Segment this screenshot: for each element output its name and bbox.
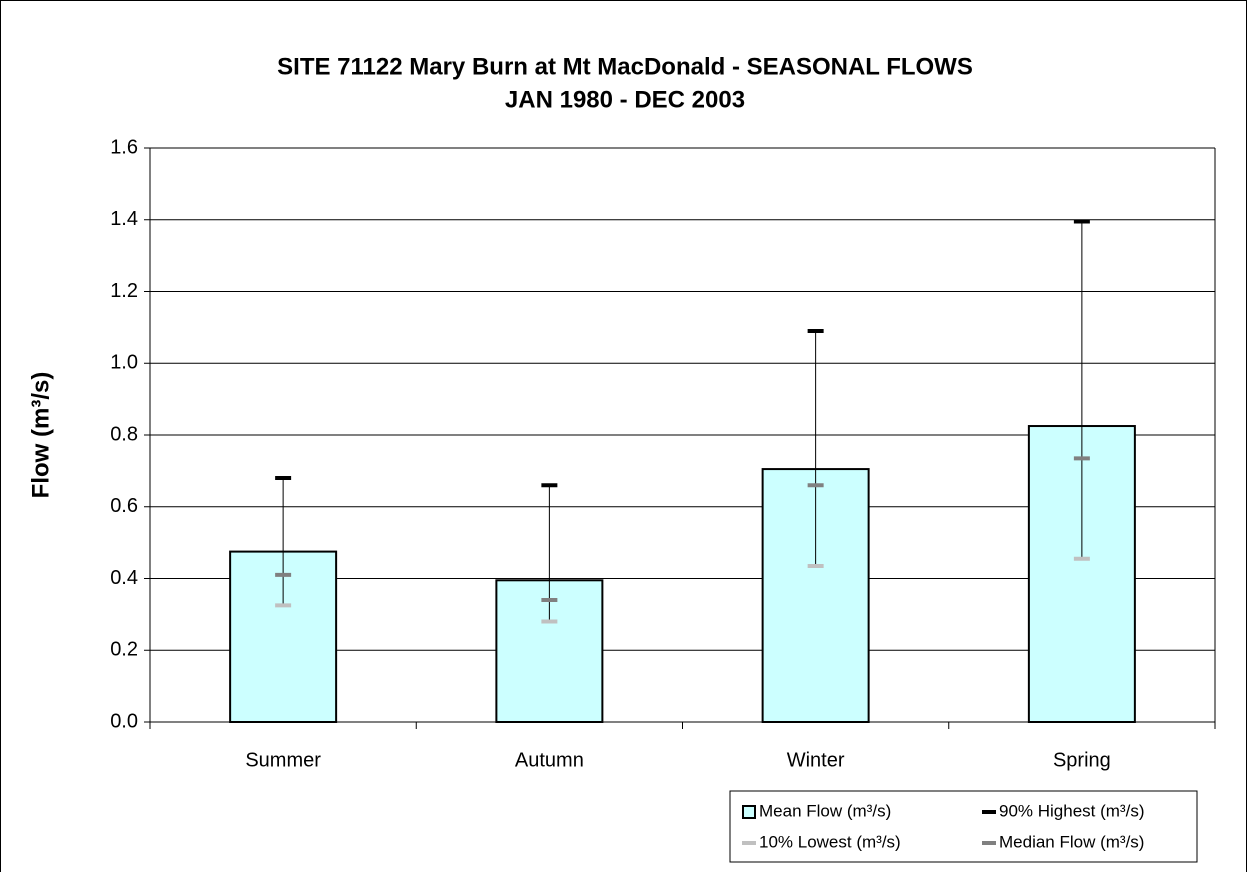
chart-title: SITE 71122 Mary Burn at Mt MacDonald - S… [277, 53, 973, 80]
legend-label: Mean Flow (m³/s) [759, 801, 891, 820]
legend-label: 90% Highest (m³/s) [999, 801, 1144, 820]
y-tick-label: 1.4 [110, 208, 138, 230]
y-tick-label: 0.6 [110, 495, 138, 517]
y-tick-label: 0.0 [110, 710, 138, 732]
legend-label: Median Flow (m³/s) [999, 832, 1144, 851]
legend-label: 10% Lowest (m³/s) [759, 832, 901, 851]
y-tick-label: 1.0 [110, 352, 138, 374]
y-axis-label: Flow (m³/s) [27, 372, 54, 499]
x-tick-label: Winter [787, 749, 845, 771]
x-tick-label: Summer [245, 749, 321, 771]
x-tick-label: Spring [1053, 749, 1111, 771]
y-tick-label: 0.4 [110, 567, 138, 589]
chart-subtitle: JAN 1980 - DEC 2003 [505, 86, 745, 113]
y-tick-label: 0.2 [110, 639, 138, 661]
y-tick-label: 1.6 [110, 136, 138, 158]
y-tick-label: 0.8 [110, 423, 138, 445]
legend-box [729, 790, 1198, 863]
y-tick-label: 1.2 [110, 280, 138, 302]
legend-swatch [742, 805, 756, 819]
x-tick-label: Autumn [515, 749, 584, 771]
